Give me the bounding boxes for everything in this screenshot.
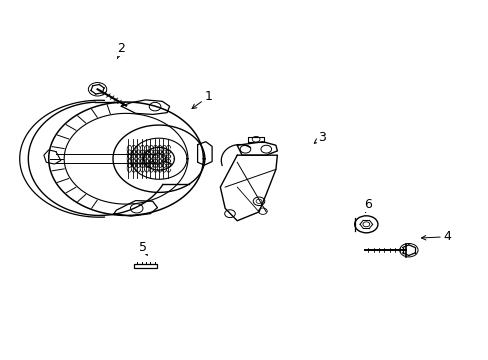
Text: 2: 2: [117, 42, 125, 59]
Text: 4: 4: [421, 230, 450, 243]
Text: 5: 5: [139, 241, 147, 255]
Text: 6: 6: [363, 198, 371, 212]
Text: 3: 3: [314, 131, 325, 144]
Text: 1: 1: [192, 90, 212, 109]
Bar: [134, 264, 157, 268]
